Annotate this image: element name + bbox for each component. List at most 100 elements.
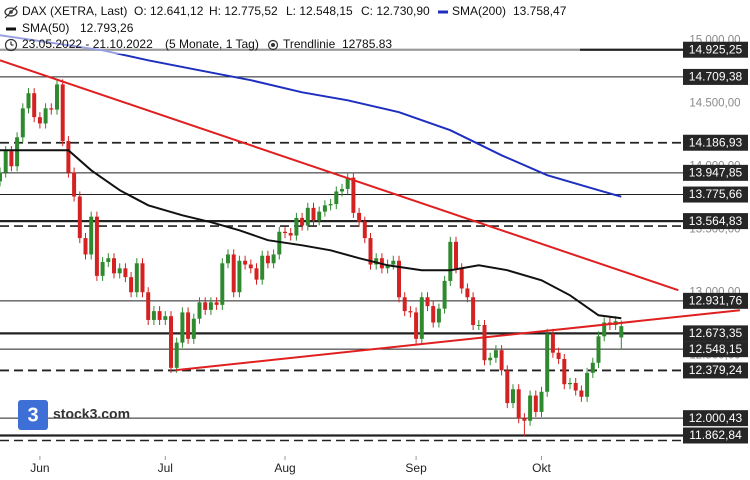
levels	[0, 48, 683, 442]
candle-body	[545, 333, 550, 392]
level-label: 12.379,24	[689, 363, 743, 377]
logo-mark-box	[18, 400, 48, 430]
candle-body	[231, 254, 236, 293]
candle-body	[590, 362, 595, 373]
candle-body	[260, 255, 265, 280]
candle-body	[579, 390, 584, 397]
level-label-box	[683, 325, 748, 342]
level-label-box	[683, 410, 748, 427]
candle-body	[146, 292, 151, 320]
open-value: O: 12.641,12	[134, 4, 204, 18]
candle-body	[345, 177, 350, 189]
level-label-box	[683, 68, 748, 85]
candle-body	[191, 318, 196, 339]
candle-body	[505, 370, 510, 404]
candle-body	[94, 216, 99, 276]
logo-text: stock3.com	[53, 406, 130, 422]
candle-body	[163, 316, 168, 320]
close-value: C: 12.730,90	[361, 4, 430, 18]
candle-body	[385, 264, 390, 269]
trend-value: 12785.83	[342, 37, 392, 51]
candle-body	[254, 268, 259, 280]
candle-body	[573, 382, 578, 391]
candle-body	[556, 352, 561, 360]
candle-body	[402, 297, 407, 312]
candle-body	[117, 268, 122, 274]
candle-body	[311, 207, 316, 221]
level-label: 13.775,66	[689, 187, 743, 201]
candle-body	[180, 312, 185, 343]
sma200-value: 13.758,47	[513, 4, 567, 18]
candle-body	[123, 268, 128, 278]
level-label-box	[683, 292, 748, 309]
candle-body	[37, 117, 42, 124]
candle-body	[436, 308, 441, 323]
candle-body	[602, 322, 607, 337]
candle-body	[568, 382, 572, 385]
x-tick-label: Okt	[532, 461, 551, 475]
candle-body	[83, 238, 88, 255]
level-label-box	[683, 164, 748, 181]
header-backdrop	[0, 0, 580, 54]
candle-body	[140, 263, 145, 293]
candle-body	[237, 260, 242, 293]
high-value: H: 12.775,52	[209, 4, 278, 18]
candle-body	[419, 297, 424, 339]
candle-body	[322, 205, 327, 212]
candle-body	[471, 297, 476, 325]
candle-body	[454, 241, 458, 269]
level-label: 14.925,25	[689, 42, 743, 56]
level-label: 11.862,84	[689, 428, 742, 442]
clock-icon	[4, 38, 18, 52]
candle-body	[20, 108, 25, 138]
candle-body	[511, 389, 515, 404]
low-value: L: 12.548,15	[286, 4, 353, 18]
level-label: 13.947,85	[689, 166, 743, 180]
eye-icon	[4, 5, 18, 19]
candle-body	[340, 188, 344, 192]
level-label-box	[683, 186, 748, 203]
candle-body	[26, 93, 31, 109]
candle-body	[134, 263, 139, 293]
level-label: 13.564,83	[689, 214, 743, 228]
candle-body	[129, 277, 134, 293]
candle-body	[32, 93, 37, 118]
level-label-box	[683, 341, 748, 358]
candle-body	[550, 333, 555, 353]
trend-line	[174, 309, 741, 372]
candle-body	[374, 258, 379, 265]
sma-line	[0, 34, 622, 198]
candle-body	[334, 191, 339, 205]
level-label: 12.000,43	[689, 411, 743, 425]
candle-body	[619, 326, 624, 338]
trend-name: Trendlinie	[283, 37, 336, 51]
candle-body	[60, 84, 65, 142]
candle-body	[562, 359, 567, 385]
candle-body	[15, 137, 20, 167]
candle-body	[197, 302, 202, 319]
y-tick-label: 14.500,00	[689, 97, 740, 109]
candle-body	[459, 268, 464, 289]
candle-body	[448, 241, 453, 281]
candle-body	[208, 302, 213, 310]
candle-body	[317, 211, 322, 221]
candle-body	[174, 342, 179, 368]
level-label-box	[683, 41, 748, 58]
candle-body	[49, 108, 54, 110]
candle-body	[277, 231, 282, 255]
candle-body	[533, 395, 538, 412]
candle-body	[305, 207, 310, 226]
candle-body	[66, 141, 71, 173]
sma50-name: SMA(50)	[22, 21, 69, 35]
candle-body	[596, 336, 601, 363]
x-tick-label: Jul	[158, 461, 173, 475]
candle-body	[100, 262, 105, 276]
plot-area: 15.000,0014.500,0014.000,0013.500,0013.0…	[0, 34, 748, 475]
candle-body	[368, 238, 373, 265]
trend-line	[0, 59, 679, 292]
candle-body	[488, 357, 493, 361]
candle-body	[169, 316, 173, 368]
candle-body	[72, 172, 77, 197]
